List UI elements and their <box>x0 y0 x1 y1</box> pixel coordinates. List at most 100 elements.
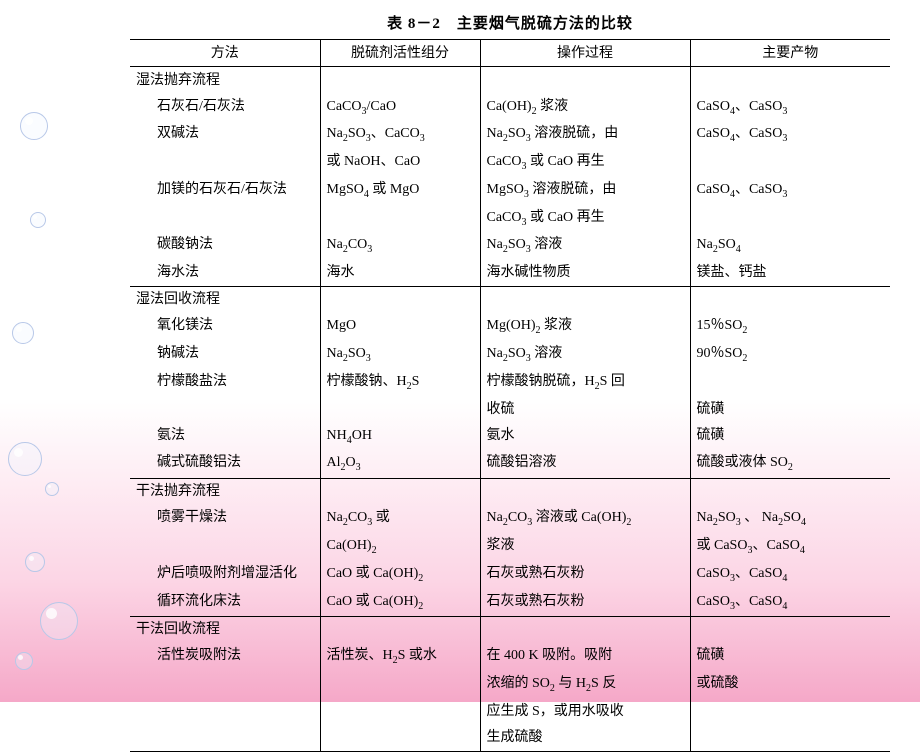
cell-product: 硫酸或液体 SO2 <box>690 450 890 478</box>
cell-process: Na2SO3 溶液 <box>480 341 690 369</box>
cell-process: Na2SO3 溶液脱硫，由 <box>480 121 690 149</box>
cell-method: 钠碱法 <box>130 341 320 369</box>
cell-method <box>130 204 320 232</box>
cell-agent <box>320 725 480 752</box>
cell-agent: 活性炭、H2S 或水 <box>320 643 480 671</box>
cell-product: 硫磺 <box>690 422 890 450</box>
cell-process: 收硫 <box>480 396 690 422</box>
cell-agent: Al2O3 <box>320 450 480 478</box>
cell-agent <box>320 671 480 699</box>
table-row: Ca(OH)2浆液或 CaSO3、CaSO4 <box>130 533 890 561</box>
cell-process: Ca(OH)2 浆液 <box>480 93 690 121</box>
table-row: 双碱法Na2SO3、CaCO3Na2SO3 溶液脱硫，由CaSO4、CaSO3 <box>130 121 890 149</box>
cell-product: CaSO3、CaSO4 <box>690 588 890 616</box>
col-header-process: 操作过程 <box>480 40 690 67</box>
table-row: 加镁的石灰石/石灰法MgSO4 或 MgOMgSO3 溶液脱硫，由CaSO4、C… <box>130 176 890 204</box>
cell-process: 海水碱性物质 <box>480 260 690 287</box>
cell-agent: Na2CO3 <box>320 232 480 260</box>
cell-product: 90％SO2 <box>690 341 890 369</box>
col-header-agent: 脱硫剂活性组分 <box>320 40 480 67</box>
cell-method: 活性炭吸附法 <box>130 643 320 671</box>
cell <box>690 616 890 643</box>
cell-agent: MgO <box>320 313 480 341</box>
table-container: 表 8－2 主要烟气脱硫方法的比较 方法 脱硫剂活性组分 操作过程 主要产物 湿… <box>130 12 890 752</box>
cell-process: Na2CO3 溶液或 Ca(OH)2 <box>480 505 690 533</box>
cell-method: 循环流化床法 <box>130 588 320 616</box>
cell-product: 硫磺 <box>690 396 890 422</box>
cell-process: 氨水 <box>480 422 690 450</box>
cell-method <box>130 396 320 422</box>
cell-method <box>130 699 320 725</box>
cell-product <box>690 149 890 177</box>
cell-agent: 柠檬酸钠、H2S <box>320 368 480 396</box>
cell-product: CaSO4、CaSO3 <box>690 176 890 204</box>
table-row: 钠碱法Na2SO3Na2SO3 溶液90％SO2 <box>130 341 890 369</box>
cell-agent: Na2SO3 <box>320 341 480 369</box>
cell-product: 硫磺 <box>690 643 890 671</box>
cell-product: CaSO3、CaSO4 <box>690 560 890 588</box>
cell <box>320 67 480 94</box>
cell-product <box>690 204 890 232</box>
cell-method: 石灰石/石灰法 <box>130 93 320 121</box>
cell-process: Mg(OH)2 浆液 <box>480 313 690 341</box>
cell-process: 生成硫酸 <box>480 725 690 752</box>
cell <box>480 67 690 94</box>
cell-process: 石灰或熟石灰粉 <box>480 560 690 588</box>
cell-product <box>690 368 890 396</box>
cell-process: 柠檬酸钠脱硫，H2S 回 <box>480 368 690 396</box>
cell-product: 镁盐、钙盐 <box>690 260 890 287</box>
cell-method <box>130 149 320 177</box>
cell-agent: Na2SO3、CaCO3 <box>320 121 480 149</box>
table-row: CaCO3 或 CaO 再生 <box>130 204 890 232</box>
cell-agent: CaO 或 Ca(OH)2 <box>320 588 480 616</box>
cell-agent: 海水 <box>320 260 480 287</box>
cell <box>690 478 890 505</box>
table-row: 生成硫酸 <box>130 725 890 752</box>
table-row: 活性炭吸附法活性炭、H2S 或水在 400 K 吸附。吸附硫磺 <box>130 643 890 671</box>
table-row: 喷雾干燥法Na2CO3 或Na2CO3 溶液或 Ca(OH)2Na2SO3 、 … <box>130 505 890 533</box>
table-row: 应生成 S，或用水吸收 <box>130 699 890 725</box>
cell-process: CaCO3 或 CaO 再生 <box>480 149 690 177</box>
section-header: 干法回收流程 <box>130 616 320 643</box>
table-row: 浓缩的 SO2 与 H2S 反或硫酸 <box>130 671 890 699</box>
table-row: 或 NaOH、CaOCaCO3 或 CaO 再生 <box>130 149 890 177</box>
table-row: 炉后喷吸附剂增湿活化CaO 或 Ca(OH)2石灰或熟石灰粉CaSO3、CaSO… <box>130 560 890 588</box>
cell <box>480 478 690 505</box>
cell-method: 氨法 <box>130 422 320 450</box>
cell-agent <box>320 699 480 725</box>
table-header-row: 方法 脱硫剂活性组分 操作过程 主要产物 <box>130 40 890 67</box>
section-header-row: 湿法回收流程 <box>130 286 890 313</box>
cell-process: 在 400 K 吸附。吸附 <box>480 643 690 671</box>
section-header-row: 湿法抛弃流程 <box>130 67 890 94</box>
cell <box>480 286 690 313</box>
cell-product: 或硫酸 <box>690 671 890 699</box>
cell <box>320 286 480 313</box>
cell-agent: MgSO4 或 MgO <box>320 176 480 204</box>
cell-method <box>130 725 320 752</box>
cell-agent <box>320 204 480 232</box>
cell-process: MgSO3 溶液脱硫，由 <box>480 176 690 204</box>
cell-agent: CaCO3/CaO <box>320 93 480 121</box>
cell-agent: Na2CO3 或 <box>320 505 480 533</box>
section-header: 湿法回收流程 <box>130 286 320 313</box>
cell-method: 碳酸钠法 <box>130 232 320 260</box>
table-row: 循环流化床法CaO 或 Ca(OH)2石灰或熟石灰粉CaSO3、CaSO4 <box>130 588 890 616</box>
section-header: 干法抛弃流程 <box>130 478 320 505</box>
cell-product: Na2SO4 <box>690 232 890 260</box>
cell-process: 浓缩的 SO2 与 H2S 反 <box>480 671 690 699</box>
cell-method <box>130 671 320 699</box>
cell-process: 浆液 <box>480 533 690 561</box>
table-row: 柠檬酸盐法柠檬酸钠、H2S柠檬酸钠脱硫，H2S 回 <box>130 368 890 396</box>
cell-agent <box>320 396 480 422</box>
table-body: 湿法抛弃流程石灰石/石灰法CaCO3/CaOCa(OH)2 浆液CaSO4、Ca… <box>130 67 890 752</box>
cell-agent: CaO 或 Ca(OH)2 <box>320 560 480 588</box>
table-row: 海水法海水海水碱性物质镁盐、钙盐 <box>130 260 890 287</box>
cell-product <box>690 725 890 752</box>
cell-agent: NH4OH <box>320 422 480 450</box>
cell-method: 炉后喷吸附剂增湿活化 <box>130 560 320 588</box>
cell-agent: 或 NaOH、CaO <box>320 149 480 177</box>
section-header-row: 干法回收流程 <box>130 616 890 643</box>
cell-product: CaSO4、CaSO3 <box>690 93 890 121</box>
table-row: 氧化镁法MgOMg(OH)2 浆液15％SO2 <box>130 313 890 341</box>
table-row: 石灰石/石灰法CaCO3/CaOCa(OH)2 浆液CaSO4、CaSO3 <box>130 93 890 121</box>
